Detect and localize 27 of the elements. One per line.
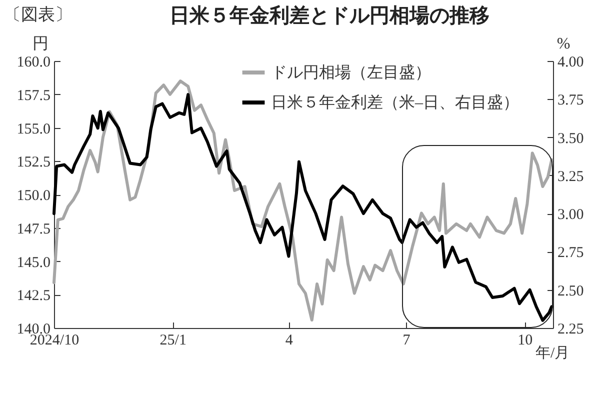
y2-tick-label: 2.25: [558, 322, 584, 338]
y2-tick-label: 3.00: [558, 207, 584, 224]
y-tick-label: 157.5: [16, 88, 50, 104]
x-tick-label: 4: [285, 332, 294, 348]
y-tick-label: 152.5: [16, 154, 50, 171]
x-tick-label: 25/1: [160, 332, 186, 348]
y-tick-label: 142.5: [16, 288, 50, 304]
x-tick-label: 7: [402, 332, 411, 348]
y2-tick-label: 3.50: [558, 130, 584, 147]
y-axis-title: 円: [32, 36, 48, 52]
legend-label: ドル円相場（左目盛）: [271, 64, 431, 82]
y-tick-label: 155.0: [16, 121, 50, 138]
text: 〔図表〕: [4, 4, 72, 26]
legend-label: 日米５年金利差（米–日、右目盛）: [271, 94, 519, 112]
chart-title: 日米５年金利差とドル円相場の推移: [170, 3, 490, 27]
y2-tick-label: 4.00: [558, 54, 584, 70]
y2-axis-title: %: [556, 36, 570, 52]
y2-tick-label: 2.75: [558, 245, 584, 262]
y2-tick-label: 3.25: [558, 168, 584, 185]
y2-tick-label: 2.50: [558, 283, 584, 300]
x-axis-title: 年/月: [536, 344, 570, 362]
x-tick-label: 10: [518, 332, 533, 348]
y-tick-label: 160.0: [16, 54, 50, 70]
y-tick-label: 150.0: [16, 188, 50, 204]
y-tick-label: 147.5: [16, 221, 50, 238]
y2-tick-label: 3.75: [558, 92, 584, 109]
y-tick-label: 145.0: [16, 254, 50, 271]
